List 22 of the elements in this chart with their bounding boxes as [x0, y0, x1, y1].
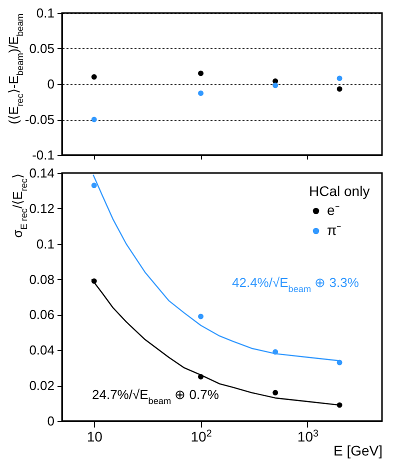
y-tick-label: -0.1: [32, 148, 54, 162]
y-tick-label: 0.14: [29, 166, 54, 180]
y-tick-label: 0: [47, 414, 54, 428]
y-tick-label: 0.05: [29, 41, 54, 56]
y-tick-label: 0.1: [36, 6, 54, 20]
x-tick-label: 10$^{2}$: [190, 428, 212, 444]
annotation: 24.7%/√E$_{beam}$ ⊕ 0.7%: [92, 387, 220, 406]
legend-label: e⁻: [327, 202, 340, 218]
y-tick-label: 0.08: [29, 272, 54, 287]
y-tick-label: -0.05: [24, 112, 54, 127]
y-tick-label: 0.02: [29, 378, 54, 394]
legend-title: HCal only: [309, 183, 370, 199]
y-tick-label: 0.04: [29, 342, 54, 358]
x-axis-title: E [GeV]: [333, 442, 382, 458]
y-tick-label: 0.1: [36, 236, 54, 252]
x-tick-label: 10$^{3}$: [297, 428, 320, 444]
y-tick-label: 0.12: [29, 200, 54, 216]
legend-label: π⁻: [327, 222, 342, 238]
y-tick-label: 0.06: [29, 307, 54, 322]
y-tick-label: 0: [47, 76, 54, 92]
x-tick-label: 10: [86, 428, 103, 444]
annotation: 42.4%/√E$_{beam}$ ⊕ 3.3%: [232, 275, 360, 294]
